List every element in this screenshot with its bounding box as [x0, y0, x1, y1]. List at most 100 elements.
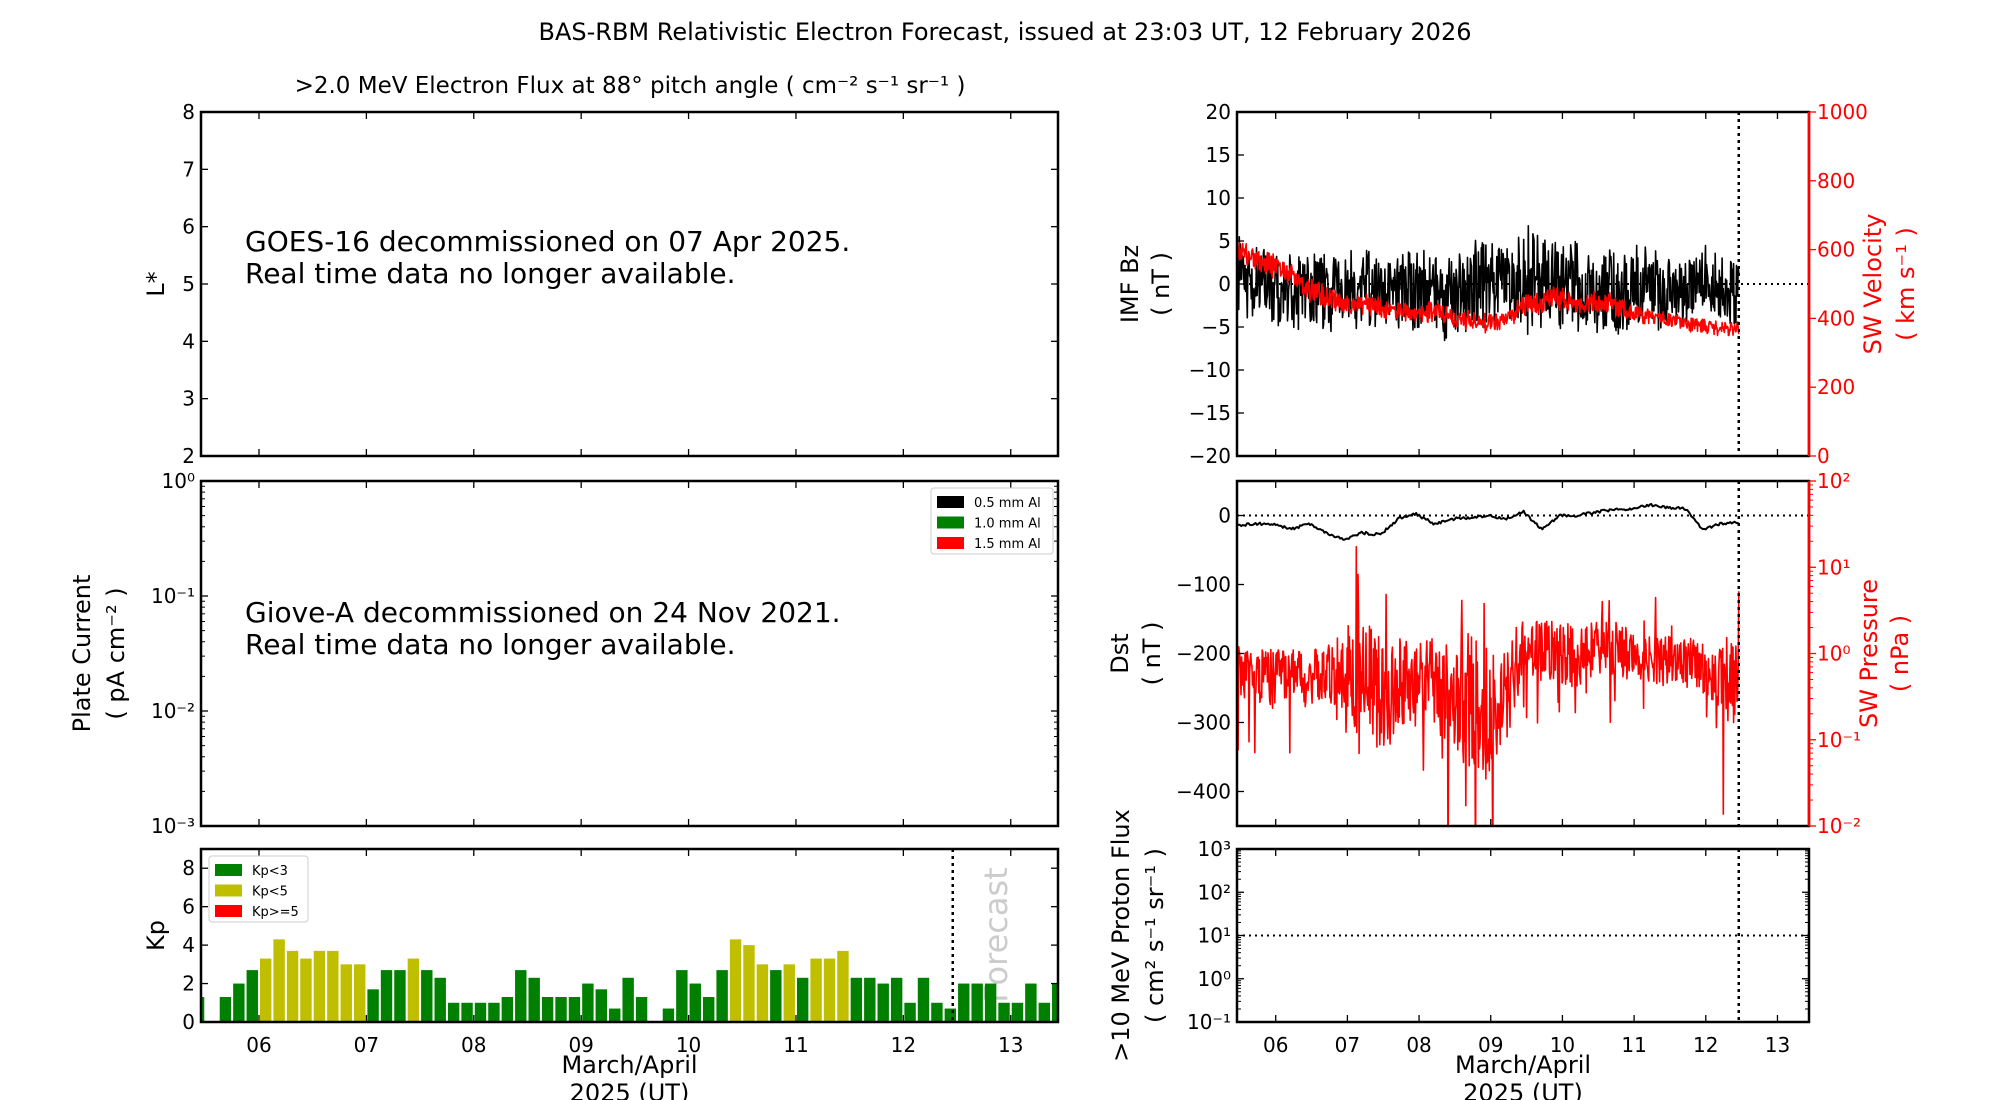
kp-bar: [743, 945, 755, 1022]
y2-tick-label: 800: [1817, 169, 1855, 193]
y2-tick-label: 10²: [1817, 469, 1850, 493]
y-tick-label: 2: [182, 444, 195, 468]
y-tick-label: 10¹: [1198, 924, 1231, 948]
y-tick-label: 7: [182, 157, 195, 181]
dst_p-y-axis-label: ( nT ): [1138, 622, 1166, 686]
kp-bar: [461, 1002, 473, 1022]
x-tick-label: 13: [998, 1033, 1023, 1057]
x-tick-label: 10: [1550, 1033, 1575, 1057]
figure-title: BAS-RBM Relativistic Electron Forecast, …: [539, 18, 1472, 46]
y-tick-label: 6: [182, 895, 195, 919]
goes-message-line1: GOES-16 decommissioned on 07 Apr 2025.: [245, 225, 850, 258]
bz_vsw-y-axis-label: IMF Bz: [1116, 245, 1144, 323]
kp-legend-label: Kp>=5: [252, 905, 299, 920]
kp-bar: [998, 1002, 1010, 1022]
bz_vsw-y2-axis-label: ( km s⁻¹ ): [1892, 227, 1920, 341]
dst_p-y-axis-label: Dst: [1106, 633, 1134, 673]
x-tick-label: 09: [568, 1033, 593, 1057]
kp-bar: [635, 997, 648, 1022]
kp-bar: [434, 977, 446, 1022]
kp-bar: [702, 997, 715, 1022]
kp-bar: [823, 958, 836, 1022]
bz_vsw-panel: [1235, 110, 1816, 458]
x-tick-label: 06: [246, 1033, 271, 1057]
kp-bar: [904, 1002, 916, 1022]
x-tick-label: 12: [891, 1033, 916, 1057]
kp-bar: [300, 958, 312, 1022]
kp-legend-label: Kp<5: [252, 885, 288, 900]
y-tick-label: 10⁰: [162, 469, 195, 493]
plate-legend-swatch: [937, 516, 964, 529]
y-tick-label: 2: [182, 972, 195, 996]
kp-bar: [729, 939, 742, 1022]
y-tick-label: 20: [1206, 100, 1231, 124]
x-tick-label: 10: [676, 1033, 701, 1057]
flux-y-axis-label: L*: [142, 271, 170, 296]
y-tick-label: −100: [1176, 573, 1231, 597]
kp-bar: [877, 983, 889, 1022]
proton-y-axis-label: >10 MeV Proton Flux: [1107, 809, 1135, 1062]
flux-panel-title: >2.0 MeV Electron Flux at 88° pitch angl…: [295, 73, 966, 99]
kp-bar: [783, 964, 795, 1022]
goes-message-line2: Real time data no longer available.: [245, 257, 736, 290]
kp-bar: [850, 977, 863, 1022]
kp-bar: [931, 1002, 943, 1022]
proton-panel: [1235, 847, 1811, 1024]
x-tick-label: 09: [1478, 1033, 1503, 1057]
plate-panel: [199, 479, 1060, 828]
kp-bar: [609, 1008, 621, 1022]
y-tick-label: 5: [182, 272, 195, 296]
kp-legend-swatch: [215, 864, 242, 876]
dst_p-series-dst: [1237, 503, 1739, 541]
y-tick-label: 4: [182, 933, 195, 957]
kp-bar: [246, 970, 258, 1022]
kp-bar: [1038, 1002, 1051, 1022]
kp-bar: [367, 989, 379, 1022]
y-tick-label: 15: [1206, 143, 1231, 167]
y-tick-label: 10⁻²: [151, 699, 195, 723]
kp-bar: [864, 977, 876, 1022]
y-tick-label: 4: [182, 329, 195, 353]
kp-bar: [770, 970, 782, 1022]
x-axis-label-line1: March/April: [561, 1051, 697, 1079]
y-tick-label: 10⁻¹: [1187, 1010, 1231, 1034]
kp-bar: [259, 958, 272, 1022]
y2-tick-label: 600: [1817, 238, 1855, 262]
kp-bar: [407, 958, 420, 1022]
y-tick-label: −20: [1189, 444, 1231, 468]
y-tick-label: 10³: [1198, 837, 1231, 861]
y-tick-label: −400: [1176, 780, 1231, 804]
dst_p-series-sw-pressure: [1237, 545, 1740, 826]
bz_vsw-series-sw-velocity: [1237, 241, 1740, 337]
y2-tick-label: 10⁻¹: [1817, 728, 1861, 752]
forecast-label: Forecast: [977, 867, 1015, 1002]
plate-legend-swatch: [937, 537, 964, 549]
kp-bar: [1011, 1002, 1024, 1022]
kp-bar: [313, 950, 326, 1022]
kp-bar: [622, 977, 634, 1022]
kp-bar: [541, 997, 554, 1022]
kp-bar: [756, 964, 769, 1022]
kp-bar: [501, 997, 514, 1022]
giove-message-line1: Giove-A decommissioned on 24 Nov 2021.: [245, 596, 841, 629]
kp-legend-label: Kp<3: [252, 864, 288, 879]
x-axis-label-line1: March/April: [1455, 1051, 1591, 1079]
y-tick-label: 6: [182, 215, 195, 239]
kp-bar: [676, 970, 688, 1022]
y-tick-label: −5: [1202, 315, 1231, 339]
kp-bar: [201, 997, 205, 1022]
bz_vsw-plot-area: [1237, 225, 1809, 342]
kp-bar: [515, 970, 527, 1022]
dst_p-y2-axis-label: SW Pressure: [1855, 579, 1883, 728]
x-tick-label: 11: [1621, 1033, 1646, 1057]
kp-bar: [582, 983, 594, 1022]
dst_p-panel: [1235, 479, 1816, 828]
dst_p-plot-area: [1237, 503, 1809, 826]
kp-bar: [810, 958, 822, 1022]
kp-bar: [890, 977, 903, 1022]
kp-bar: [447, 1002, 460, 1022]
kp-bar: [1025, 983, 1037, 1022]
plate-y-axis-label: ( pA cm⁻² ): [102, 587, 130, 719]
proton-y-axis-label: ( cm² s⁻¹ sr⁻¹ ): [1141, 848, 1169, 1023]
y-tick-label: 3: [182, 387, 195, 411]
